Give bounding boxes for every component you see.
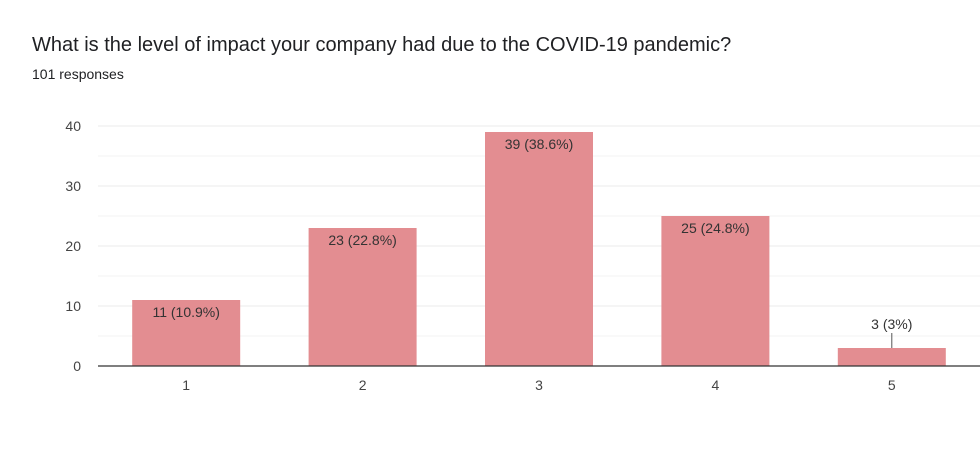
y-tick-label: 30 xyxy=(65,178,81,194)
x-tick-label: 4 xyxy=(712,377,720,393)
data-label: 3 (3%) xyxy=(871,316,912,332)
x-tick-label: 2 xyxy=(359,377,367,393)
y-tick-label: 20 xyxy=(65,238,81,254)
bar xyxy=(837,348,946,366)
bar xyxy=(308,228,417,366)
data-label: 25 (24.8%) xyxy=(681,220,749,236)
x-tick-label: 3 xyxy=(535,377,543,393)
x-tick-label: 1 xyxy=(182,377,190,393)
y-tick-label: 40 xyxy=(65,118,81,134)
data-labels: 11 (10.9%) 23 (22.8%) 39 (38.6%) 25 (24.8%)… xyxy=(152,136,912,348)
bar xyxy=(661,216,770,366)
bars xyxy=(132,132,946,366)
response-count: 101 responses xyxy=(32,66,124,82)
bar xyxy=(485,132,593,366)
y-tick-label: 10 xyxy=(65,298,81,314)
x-axis-tick-labels: 1 2 3 4 5 xyxy=(182,377,896,393)
x-tick-label: 5 xyxy=(888,377,896,393)
y-axis-tick-labels: 0 10 20 30 40 xyxy=(65,118,81,374)
chart-title: What is the level of impact your company… xyxy=(32,34,732,56)
bar xyxy=(132,300,241,366)
data-label: 23 (22.8%) xyxy=(328,232,396,248)
data-label: 39 (38.6%) xyxy=(505,136,573,152)
y-tick-label: 0 xyxy=(73,358,81,374)
data-label: 11 (10.9%) xyxy=(152,304,219,320)
